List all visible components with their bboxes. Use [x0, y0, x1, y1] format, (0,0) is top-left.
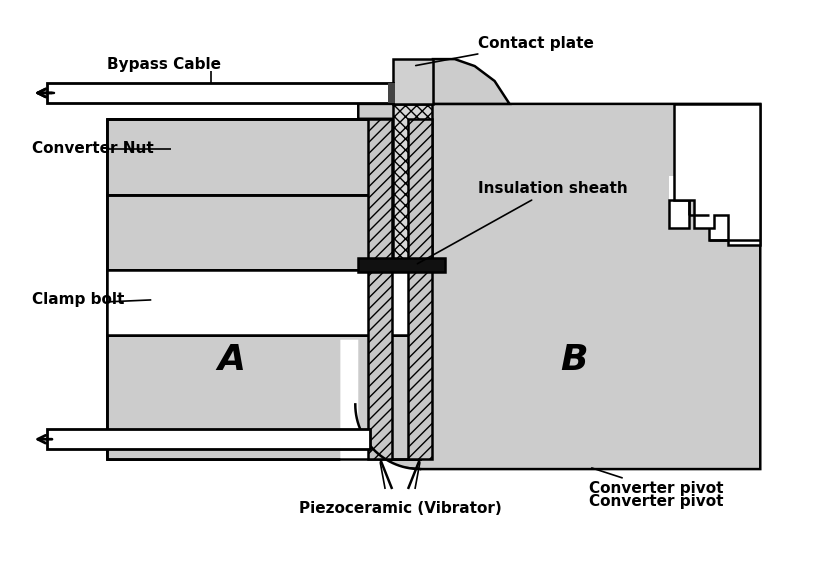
Bar — [106, 335, 420, 459]
Bar — [393, 104, 432, 260]
Bar — [408, 119, 432, 459]
Bar — [106, 196, 420, 270]
Polygon shape — [341, 340, 420, 489]
Polygon shape — [433, 59, 510, 104]
Polygon shape — [669, 104, 761, 200]
Text: Converter pivot: Converter pivot — [589, 494, 724, 509]
Bar — [106, 196, 420, 270]
Text: B: B — [560, 342, 588, 377]
Text: A: A — [217, 342, 245, 377]
Bar — [106, 270, 420, 335]
Polygon shape — [674, 104, 761, 245]
Bar — [106, 119, 420, 196]
Text: Converter pivot: Converter pivot — [589, 468, 724, 496]
Text: Insulation sheath: Insulation sheath — [417, 181, 628, 264]
Polygon shape — [358, 104, 761, 469]
Bar — [47, 83, 393, 103]
Bar — [106, 119, 420, 459]
Bar — [368, 119, 392, 459]
Bar — [106, 119, 420, 196]
Bar — [106, 270, 420, 335]
Bar — [388, 83, 395, 103]
Bar — [358, 258, 445, 272]
Bar — [106, 119, 420, 459]
Bar — [106, 270, 420, 335]
Bar — [709, 200, 730, 240]
Text: Converter Nut: Converter Nut — [32, 141, 153, 156]
Text: Contact plate: Contact plate — [416, 36, 593, 65]
Text: Clamp bolt: Clamp bolt — [32, 292, 125, 307]
Bar — [47, 429, 370, 449]
Bar — [106, 335, 420, 459]
Bar — [393, 59, 433, 104]
Polygon shape — [669, 104, 761, 200]
Text: Piezoceramic (Vibrator): Piezoceramic (Vibrator) — [299, 501, 502, 517]
Text: Bypass Cable: Bypass Cable — [106, 56, 220, 72]
Bar — [669, 200, 689, 228]
